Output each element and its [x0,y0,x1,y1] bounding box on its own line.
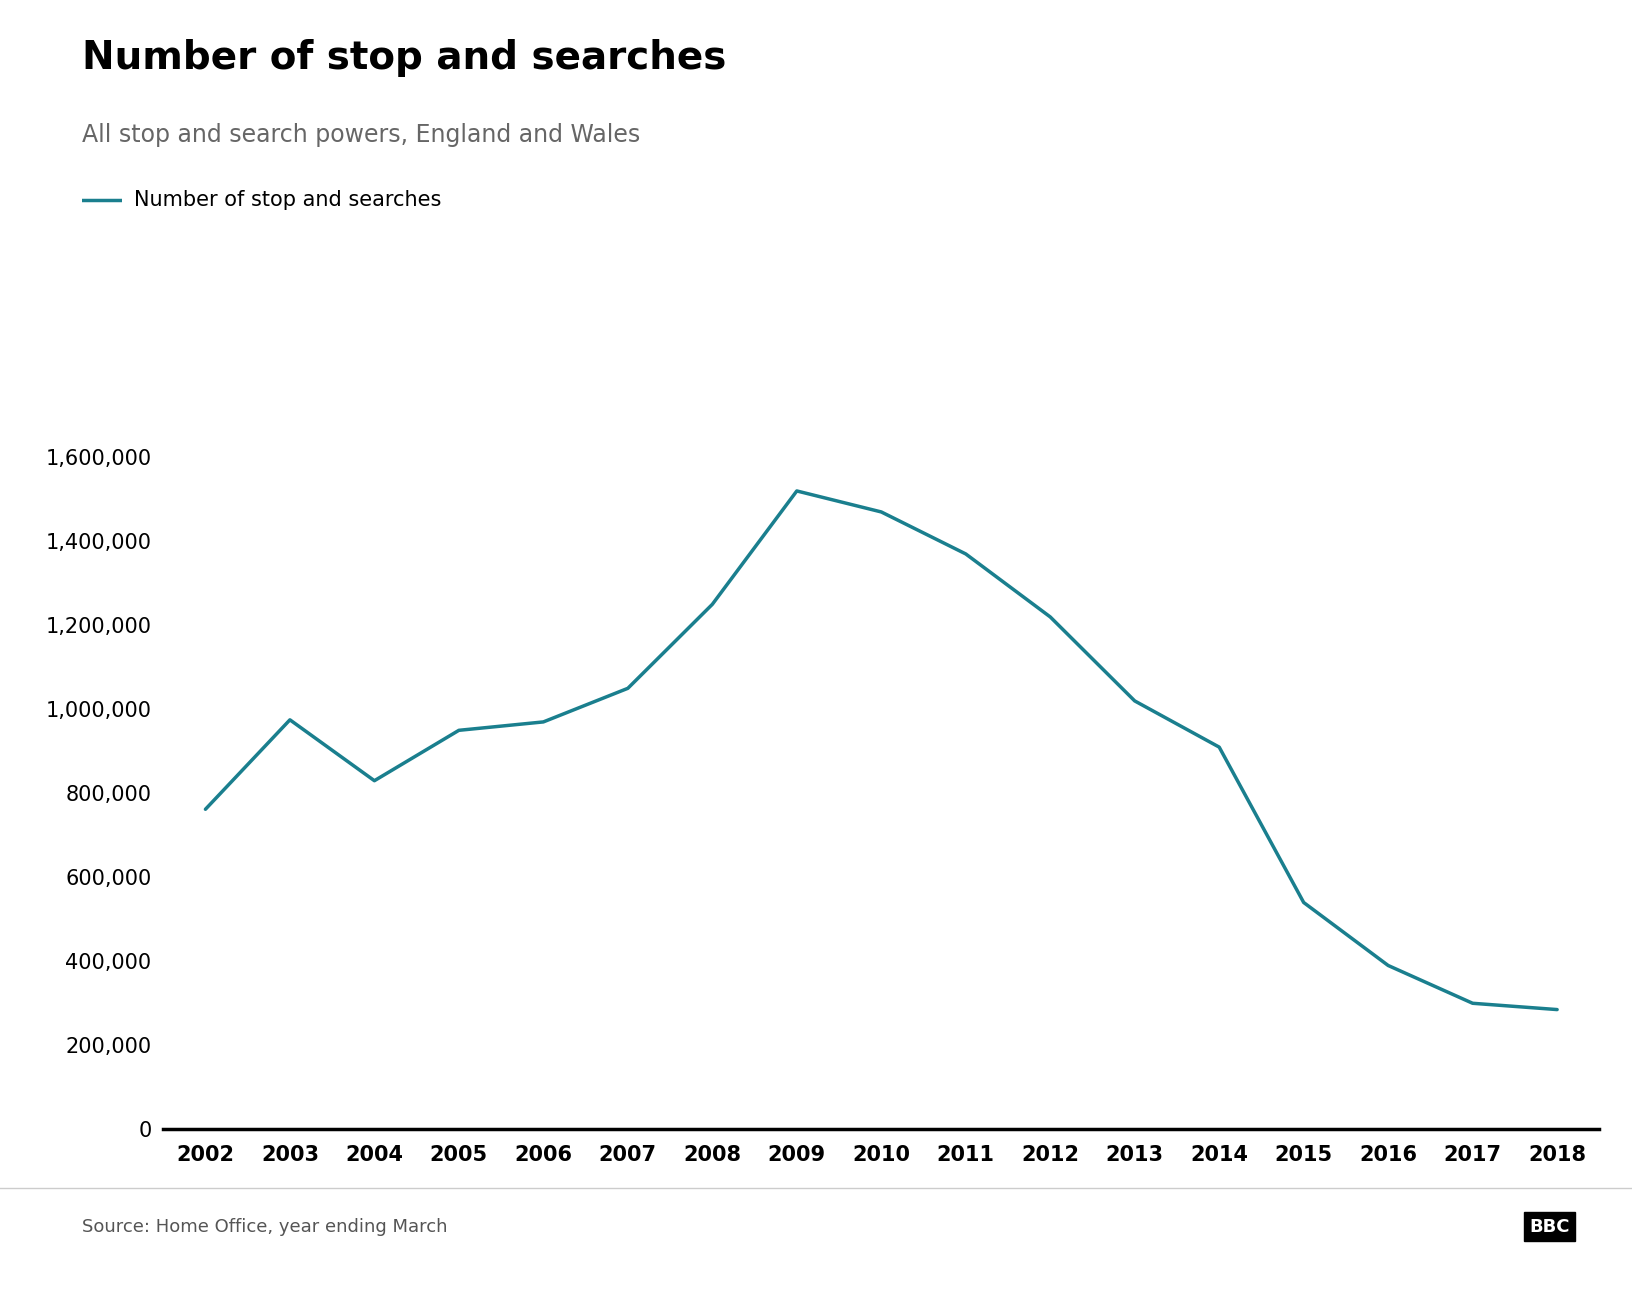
Text: BBC: BBC [1529,1218,1570,1236]
Text: All stop and search powers, England and Wales: All stop and search powers, England and … [82,123,640,147]
Text: Number of stop and searches: Number of stop and searches [82,39,726,77]
Text: Source: Home Office, year ending March: Source: Home Office, year ending March [82,1218,447,1236]
Text: Number of stop and searches: Number of stop and searches [134,190,441,210]
